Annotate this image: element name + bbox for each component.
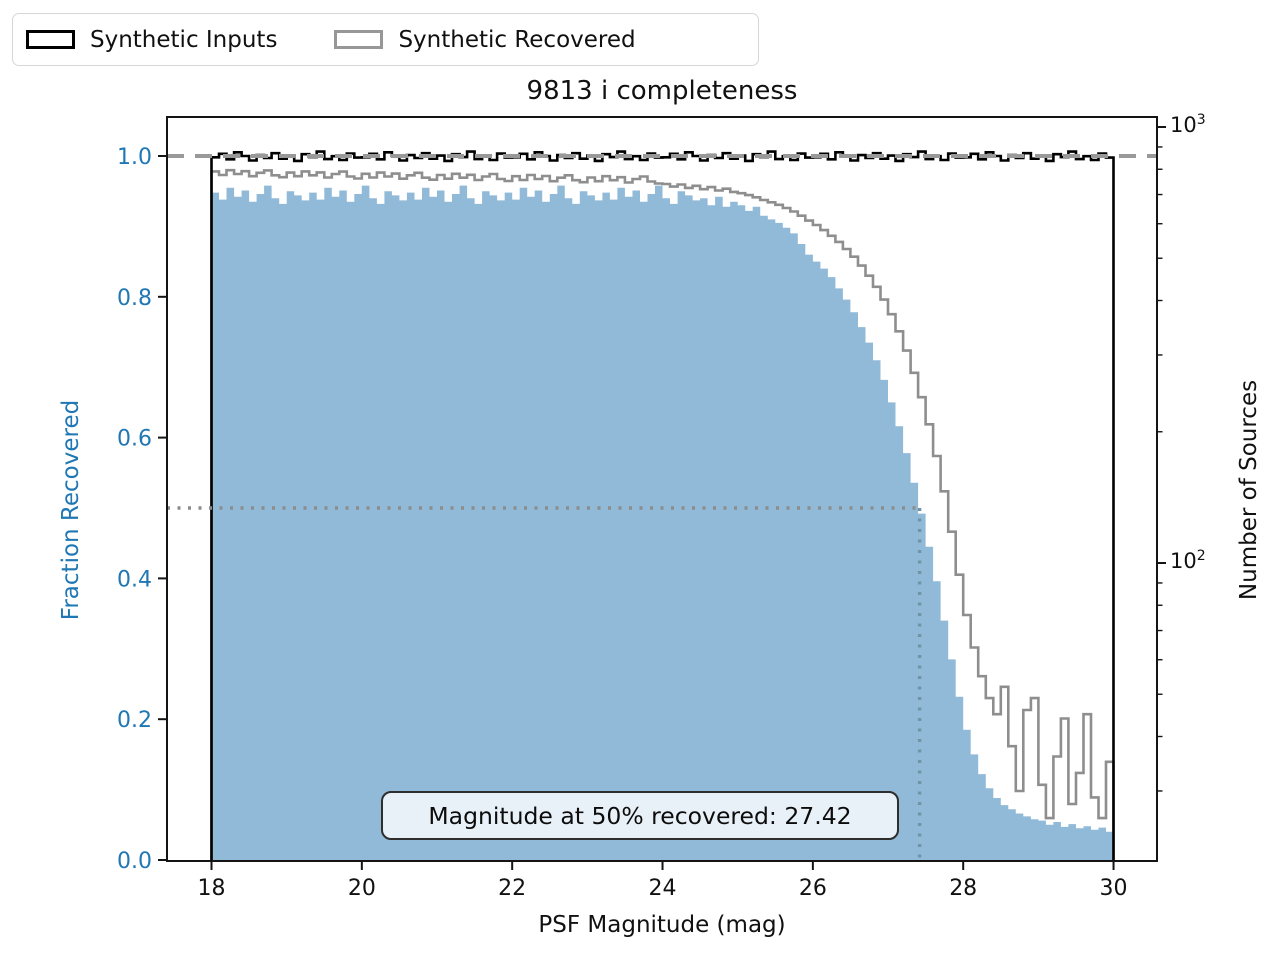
- right-axis-tick-100: 102: [1170, 548, 1206, 573]
- x-tick-label: 22: [498, 876, 526, 901]
- x-axis-label: PSF Magnitude (mag): [538, 912, 786, 938]
- chart-title: 9813 i completeness: [526, 76, 798, 106]
- synthetic-inputs-swatch-icon: [26, 30, 75, 49]
- legend: Synthetic Inputs Synthetic Recovered: [12, 13, 759, 66]
- y-left-tick-label: 0.8: [117, 286, 152, 311]
- synthetic-recovered-swatch-icon: [334, 30, 384, 49]
- legend-item-synthetic-recovered: Synthetic Recovered: [334, 26, 636, 53]
- x-tick-label: 24: [649, 876, 677, 901]
- right-axis-tick-1000: 103: [1170, 112, 1206, 137]
- x-tick-label: 26: [799, 876, 827, 901]
- x-tick-label: 20: [348, 876, 376, 901]
- annotation-box: Magnitude at 50% recovered: 27.42: [381, 791, 899, 840]
- x-tick-label: 30: [1100, 876, 1128, 901]
- legend-item-synthetic-inputs: Synthetic Inputs: [26, 27, 277, 53]
- y-axis-label-left: Fraction Recovered: [58, 399, 84, 621]
- x-tick-label: 18: [198, 876, 226, 901]
- y-left-tick-label: 0.2: [117, 708, 152, 733]
- y-left-tick-label: 0.0: [117, 849, 152, 874]
- y-left-tick-label: 0.6: [117, 427, 152, 452]
- legend-label-synthetic-recovered: Synthetic Recovered: [398, 26, 636, 53]
- legend-label-synthetic-inputs: Synthetic Inputs: [90, 26, 278, 53]
- x-tick-label: 28: [949, 876, 977, 901]
- y-left-tick-label: 0.4: [117, 567, 152, 592]
- fraction-recovered-bars: [211, 185, 1114, 861]
- y-axis-label-right: Number of Sources: [1236, 379, 1262, 601]
- synthetic-recovered-line: [210, 168, 1115, 860]
- y-left-tick-label: 1.0: [117, 145, 152, 170]
